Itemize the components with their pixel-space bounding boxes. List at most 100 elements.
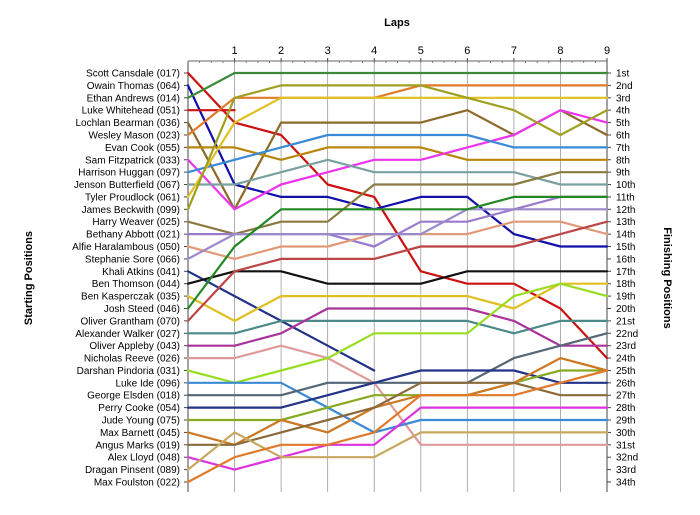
start-position-label: Jude Young (075) bbox=[102, 416, 180, 427]
start-position-label: Evan Cook (055) bbox=[105, 143, 180, 154]
start-position-label: Harry Weaver (025) bbox=[92, 217, 180, 228]
start-position-label: George Elsden (018) bbox=[87, 391, 180, 402]
start-position-label: Nicholas Reeve (026) bbox=[84, 354, 180, 365]
finish-position-label: 9th bbox=[616, 168, 630, 179]
finish-position-label: 4th bbox=[616, 106, 630, 117]
finish-position-label: 31st bbox=[616, 440, 635, 451]
start-position-label: Owain Thomas (064) bbox=[87, 81, 180, 92]
start-position-label: Max Foulston (022) bbox=[94, 478, 180, 489]
start-position-label: Harrison Huggan (097) bbox=[78, 168, 180, 179]
x-tick-label: 5 bbox=[418, 45, 424, 57]
finish-position-label: 19th bbox=[616, 292, 635, 303]
start-position-label: Alex Lloyd (048) bbox=[108, 453, 180, 464]
series-line bbox=[186, 282, 609, 384]
series-line bbox=[186, 431, 609, 471]
series-line bbox=[186, 96, 609, 198]
start-position-label: Luke Ide (096) bbox=[116, 378, 181, 389]
x-tick-labels: 1 2 3 4 5 6 7 8 9 bbox=[187, 45, 610, 63]
start-position-label: Luke Whitehead (051) bbox=[82, 106, 180, 117]
finish-position-label: 5th bbox=[616, 118, 630, 129]
start-position-label: Khali Atkins (041) bbox=[102, 267, 180, 278]
series-line bbox=[186, 282, 609, 322]
start-position-label: Alexander Walker (027) bbox=[75, 329, 180, 340]
finish-position-label: 13th bbox=[616, 217, 635, 228]
finish-position-label: 34th bbox=[616, 478, 635, 489]
finish-position-label: 18th bbox=[616, 279, 635, 290]
finish-position-label: 8th bbox=[616, 155, 630, 166]
finish-position-label: 21st bbox=[616, 316, 635, 327]
x-tick-label: 2 bbox=[278, 45, 284, 57]
x-tick-label: 4 bbox=[371, 45, 377, 57]
finish-position-label: 11th bbox=[616, 192, 635, 203]
finish-position-label: 33rd bbox=[616, 465, 636, 476]
series-line bbox=[186, 369, 609, 484]
start-position-label: Oliver Grantham (070) bbox=[81, 316, 180, 327]
start-position-label: Tyler Proudlock (061) bbox=[85, 192, 180, 203]
start-position-label: Ethan Andrews (014) bbox=[87, 93, 180, 104]
series-line bbox=[186, 406, 609, 471]
start-position-label: Lochlan Bearman (036) bbox=[75, 118, 180, 129]
start-position-label: Ben Thomson (044) bbox=[92, 279, 180, 290]
x-tick-label: 7 bbox=[511, 45, 517, 57]
finish-position-label: 28th bbox=[616, 403, 635, 414]
finish-position-label: 24th bbox=[616, 354, 635, 365]
start-position-label: Stephanie Sore (066) bbox=[85, 254, 180, 265]
finish-position-label: 3rd bbox=[616, 93, 630, 104]
start-position-label: Josh Steed (046) bbox=[104, 304, 180, 315]
start-labels: Scott Cansdale (017)Owain Thomas (064)Et… bbox=[72, 69, 180, 489]
series-line bbox=[186, 332, 609, 397]
series-line bbox=[186, 71, 609, 99]
finish-position-label: 15th bbox=[616, 242, 635, 253]
series-line bbox=[186, 208, 609, 260]
x-tick-label: 8 bbox=[557, 45, 563, 57]
finish-position-label: 16th bbox=[616, 254, 635, 265]
x-tick-label: 9 bbox=[604, 45, 610, 57]
finish-position-label: 20th bbox=[616, 304, 635, 315]
right-axis-label: Finishing Positions bbox=[661, 227, 673, 328]
start-position-label: Oliver Appleby (043) bbox=[89, 341, 180, 352]
finish-position-label: 7th bbox=[616, 143, 630, 154]
series-line bbox=[186, 133, 609, 174]
series-line bbox=[186, 195, 609, 310]
series-line bbox=[186, 220, 609, 322]
series-line bbox=[186, 357, 609, 446]
finish-position-label: 27th bbox=[616, 391, 635, 402]
x-tick-label: 1 bbox=[231, 45, 237, 57]
start-position-label: Darshan Pindoria (031) bbox=[77, 366, 180, 377]
start-position-label: Jenson Butterfield (067) bbox=[74, 180, 180, 191]
series-layer bbox=[186, 71, 609, 484]
start-position-label: Scott Cansdale (017) bbox=[86, 69, 180, 80]
finish-position-label: 14th bbox=[616, 230, 635, 241]
finish-position-label: 23rd bbox=[616, 341, 636, 352]
finish-position-label: 29th bbox=[616, 416, 635, 427]
finish-position-label: 12th bbox=[616, 205, 635, 216]
start-position-label: James Beckwith (099) bbox=[82, 205, 180, 216]
finish-position-label: 6th bbox=[616, 130, 630, 141]
start-position-label: Max Barnett (045) bbox=[100, 428, 180, 439]
start-position-label: Bethany Abbott (021) bbox=[86, 230, 180, 241]
start-position-label: Ben Kasperczak (035) bbox=[81, 292, 180, 303]
finish-position-label: 10th bbox=[616, 180, 635, 191]
left-axis-label: Starting Positions bbox=[23, 231, 35, 325]
series-line bbox=[186, 319, 609, 335]
start-position-label: Sam Fitzpatrick (033) bbox=[85, 155, 180, 166]
series-line bbox=[186, 84, 609, 211]
series-line bbox=[186, 270, 609, 285]
finish-position-label: 1st bbox=[616, 69, 630, 80]
start-position-label: Wesley Mason (023) bbox=[88, 130, 180, 141]
finish-position-label: 26th bbox=[616, 378, 635, 389]
finish-position-label: 25th bbox=[616, 366, 635, 377]
series-line bbox=[186, 307, 609, 347]
chart-title: Laps bbox=[384, 17, 410, 29]
finish-position-label: 32nd bbox=[616, 453, 638, 464]
finish-position-label: 30th bbox=[616, 428, 635, 439]
start-position-label: Alfie Haralambous (050) bbox=[72, 242, 180, 253]
start-position-label: Angus Marks (019) bbox=[96, 440, 180, 451]
finish-position-label: 2nd bbox=[616, 81, 633, 92]
x-tick-label: 3 bbox=[325, 45, 331, 57]
finish-position-label: 17th bbox=[616, 267, 635, 278]
finish-position-label: 22nd bbox=[616, 329, 638, 340]
series-line bbox=[186, 84, 609, 137]
